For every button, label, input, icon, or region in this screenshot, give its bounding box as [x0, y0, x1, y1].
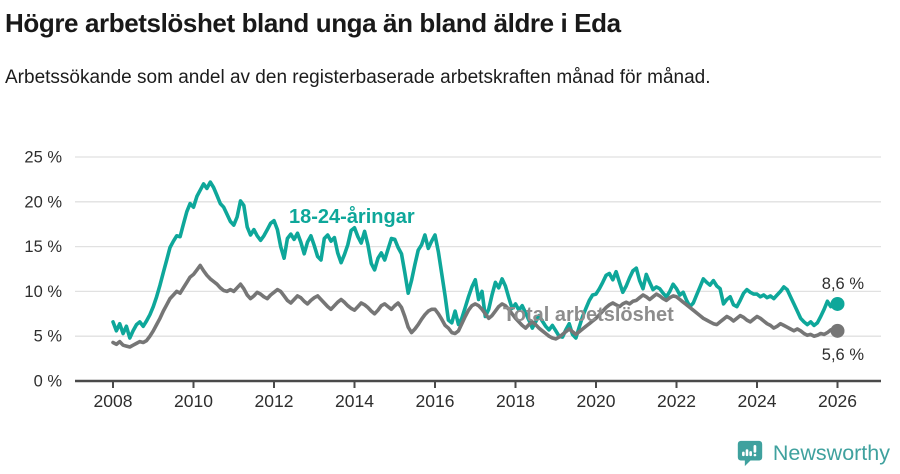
chart-subtitle: Arbetssökande som andel av den registerb…	[5, 67, 711, 88]
end-value-label-youth: 8,6 %	[822, 275, 865, 293]
x-tick-label: 2024	[738, 391, 777, 411]
chart-header: Högre arbetslöshet bland unga än bland ä…	[5, 0, 711, 93]
newsworthy-logo-icon	[737, 440, 763, 467]
x-tick-label: 2008	[94, 391, 133, 411]
y-tick-label: 5 %	[34, 328, 63, 346]
brand-name: Newsworthy	[772, 440, 890, 465]
series-line-total	[111, 263, 840, 349]
x-tick-label: 2020	[577, 391, 616, 411]
series-end-dot-total	[830, 323, 845, 338]
series-label-total: Total arbetslöshet	[503, 304, 674, 326]
y-tick-label: 15 %	[24, 238, 62, 256]
y-tick-label: 25 %	[24, 149, 62, 167]
chart-title: Högre arbetslöshet bland unga än bland ä…	[5, 8, 621, 38]
x-tick-label: 2016	[416, 391, 455, 411]
y-tick-label: 20 %	[24, 193, 62, 211]
x-tick-label: 2022	[657, 391, 696, 411]
x-tick-label: 2012	[255, 391, 294, 411]
y-tick-label: 0 %	[34, 373, 63, 391]
end-value-label-total: 5,6 %	[822, 346, 865, 364]
series-label-youth: 18-24-åringar	[289, 205, 415, 228]
x-tick-label: 2014	[335, 391, 374, 411]
brand-footer: Newsworthy	[735, 438, 890, 468]
series-line-youth	[111, 180, 840, 340]
x-tick-label: 2018	[496, 391, 535, 411]
x-tick-label: 2026	[818, 391, 857, 411]
x-tick-label: 2010	[174, 391, 213, 411]
y-tick-label: 10 %	[24, 283, 62, 301]
series-end-dot-youth	[830, 296, 845, 311]
logo-bar-chart-glyph	[741, 445, 757, 457]
